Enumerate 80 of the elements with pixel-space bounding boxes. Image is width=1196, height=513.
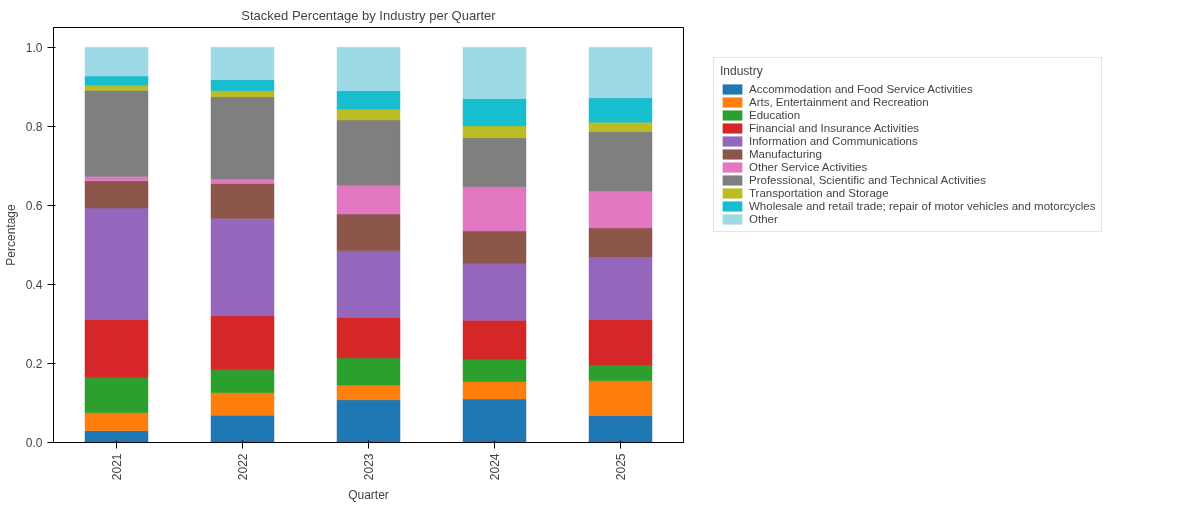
bar [336,184,401,215]
bar [588,47,653,99]
bar [588,227,653,258]
legend-label: Education [749,109,801,121]
bar [84,180,149,209]
bar [84,318,149,378]
bar [84,412,149,431]
bar [588,380,653,416]
bar [84,176,149,182]
y-tick-label: 0.8 [25,119,43,134]
bar [336,213,401,252]
legend-label: Manufacturing [749,148,822,160]
bar [336,90,401,110]
bar [84,90,149,177]
bar [210,392,275,416]
bar [336,316,401,359]
bar [210,183,275,219]
bar [210,414,275,443]
x-tick-label: 2021 [110,453,124,481]
bar [84,207,149,320]
legend-title: Industry [720,64,764,78]
y-tick-label: 0.0 [25,436,43,450]
bar [462,263,527,321]
bar [84,85,149,91]
legend-label: Professional, Scientific and Technical Activities [749,174,986,186]
bar [210,47,275,80]
x-tick-label: 2025 [614,453,628,481]
bar [462,98,527,127]
bar [336,384,401,401]
legend-label: Arts, Entertainment and Recreation [749,96,929,108]
bar [462,230,527,264]
bar [336,399,401,443]
y-axis-title: Percentage [3,203,18,266]
legend-label: Accommodation and Food Service Activities [749,83,973,95]
x-axis-title: Quarter [348,488,389,503]
bar [210,79,275,91]
bar [462,125,527,139]
bar [336,119,401,186]
y-tick-label: 0.6 [25,198,43,213]
bar [84,75,149,86]
y-tick-label: 1.0 [25,40,43,55]
legend-label: Information and Communications [749,135,918,147]
bar [84,430,149,443]
y-tick-label: 0.2 [25,356,43,371]
bar [210,369,275,393]
bar [336,250,401,318]
bar [84,47,149,77]
bar [588,318,653,366]
bar [588,122,653,132]
legend-label: Wholesale and retail trade; repair of motor vehicles and motorcycles [749,200,1096,212]
legend-label: Financial and Insurance Activities [749,122,920,134]
bar [336,108,401,121]
legend-label: Other Service Activities [749,161,868,173]
bar [588,190,653,229]
bar [462,398,527,443]
bar [588,415,653,443]
bar [210,315,275,371]
legend-label: Other [749,213,778,225]
bar [210,96,275,180]
bar [462,47,527,99]
bar [588,256,653,320]
bar [462,359,527,382]
bar [210,90,275,97]
bar [336,47,401,91]
bar [336,357,401,386]
bar [588,131,653,192]
legend-label: Transportation and Storage [749,187,889,199]
bar [84,377,149,414]
y-tick-label: 0.4 [25,277,43,292]
chart-title: Stacked Percentage by Industry per Quarter [241,7,497,23]
x-tick-label: 2022 [236,453,250,481]
bar [462,137,527,188]
bar [588,97,653,123]
bar [588,365,653,382]
x-tick-label: 2023 [362,453,376,481]
bar [210,218,275,316]
bar [462,186,527,232]
bar [462,320,527,360]
x-tick-label: 2024 [488,453,502,481]
bar [462,381,527,400]
